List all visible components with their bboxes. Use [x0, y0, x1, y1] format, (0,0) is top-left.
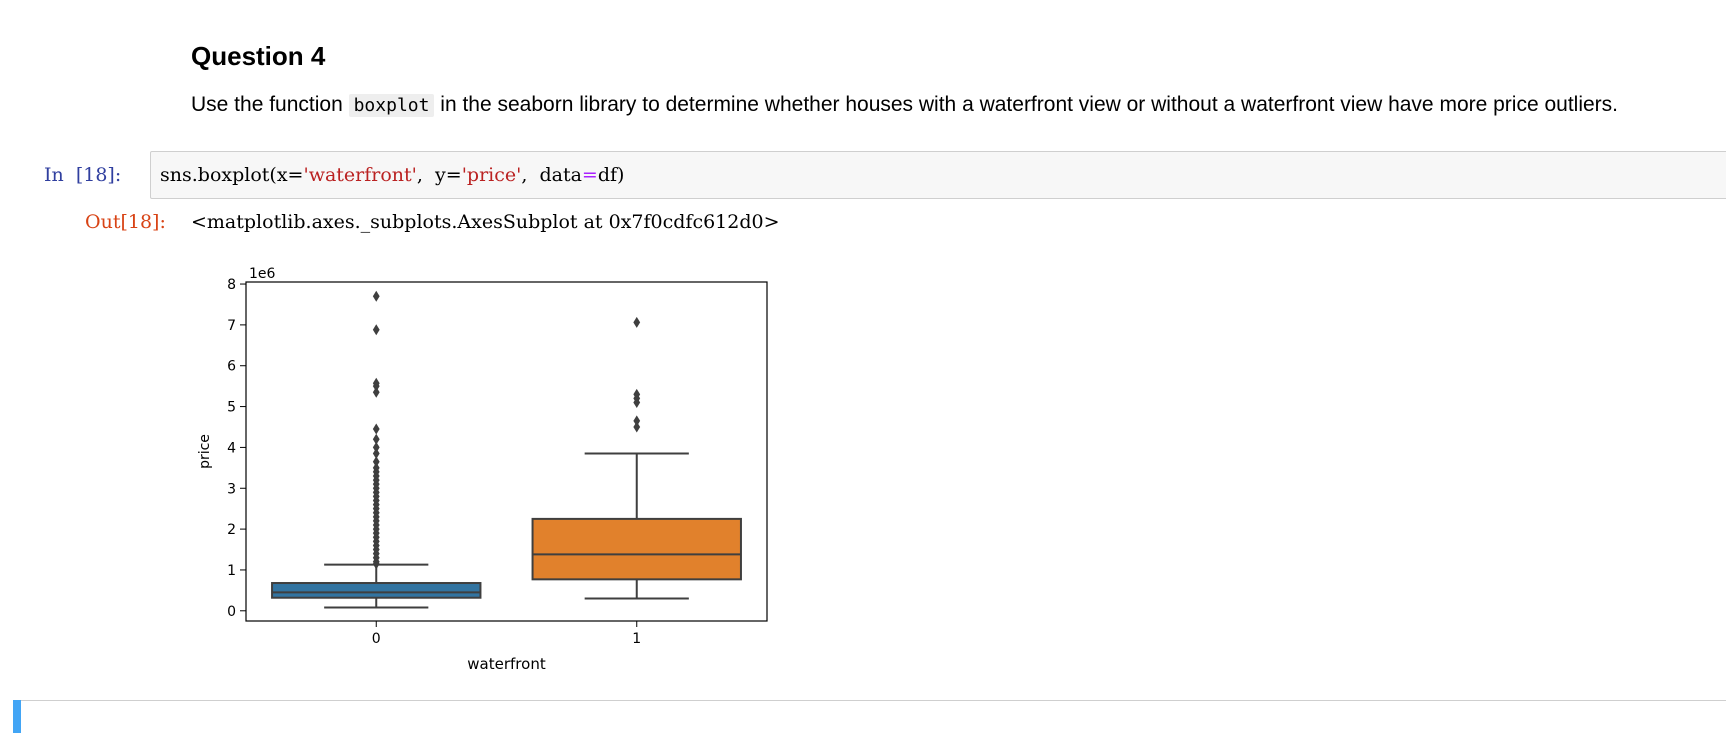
y-tick-label-8: 8 [227, 277, 236, 293]
plot-frame [245, 281, 768, 622]
y-tick-label-1: 1 [227, 563, 236, 579]
code-token-df: df) [597, 164, 625, 186]
x-tick-label-0: 0 [372, 631, 381, 647]
code-token-arg-y: , y= [416, 164, 462, 186]
code-cell-editor[interactable]: sns.boxplot(x='waterfront', y='price', d… [150, 151, 1726, 199]
markdown-cell: Question 4 Use the function boxplot in t… [191, 36, 1691, 121]
outlier-0-33 [372, 324, 380, 336]
question-heading: Question 4 [191, 41, 326, 71]
y-tick-label-2: 2 [227, 522, 236, 538]
question-text-after: in the seaborn library to determine whet… [434, 93, 1619, 116]
outlier-0-29 [372, 423, 380, 435]
x-axis-label: waterfront [467, 655, 546, 673]
question-text-before: Use the function [191, 93, 349, 116]
code-line[interactable]: sns.boxplot(x='waterfront', y='price', d… [160, 164, 624, 186]
boxplot-figure: 0 1 2 3 4 5 6 7 8 1e6 price 0 1 waterfront [190, 255, 780, 680]
box-1 [531, 517, 742, 581]
outlier-1-0 [633, 421, 641, 433]
outlier-0-34 [372, 290, 380, 302]
outlier-0-28 [372, 433, 380, 445]
y-tick-label-5: 5 [227, 400, 236, 416]
code-token-call: sns.boxplot(x= [160, 164, 304, 186]
selected-cell-indicator[interactable] [13, 700, 21, 733]
output-prompt: Out[18]: [85, 211, 166, 233]
input-prompt: In [18]: [44, 164, 122, 186]
x-tick-label-1: 1 [632, 631, 641, 647]
code-token-equals: = [581, 164, 598, 186]
y-axis-label: price [197, 434, 213, 469]
boxplot-chart: 0 1 2 3 4 5 6 7 8 1e6 price 0 1 waterfront [197, 266, 768, 673]
output-text: <matplotlib.axes._subplots.AxesSubplot a… [191, 211, 780, 233]
y-tick-label-6: 6 [227, 359, 236, 375]
outlier-1-4 [633, 388, 641, 400]
code-token-string-waterfront: 'waterfront' [303, 164, 417, 186]
y-tick-label-3: 3 [227, 481, 236, 497]
code-token-string-price: 'price' [461, 164, 522, 186]
outlier-1-5 [633, 316, 641, 328]
cell-separator [13, 700, 1726, 701]
box-0 [271, 582, 482, 599]
inline-code-boxplot: boxplot [348, 94, 435, 117]
y-tick-label-0: 0 [227, 604, 236, 620]
code-token-arg-data: , data [521, 164, 582, 186]
outlier-1-1 [633, 415, 641, 427]
question-text: Use the function boxplot in the seaborn … [191, 90, 1691, 121]
y-tick-label-4: 4 [227, 440, 236, 456]
y-offset-label: 1e6 [249, 266, 276, 282]
y-tick-label-7: 7 [227, 318, 236, 334]
